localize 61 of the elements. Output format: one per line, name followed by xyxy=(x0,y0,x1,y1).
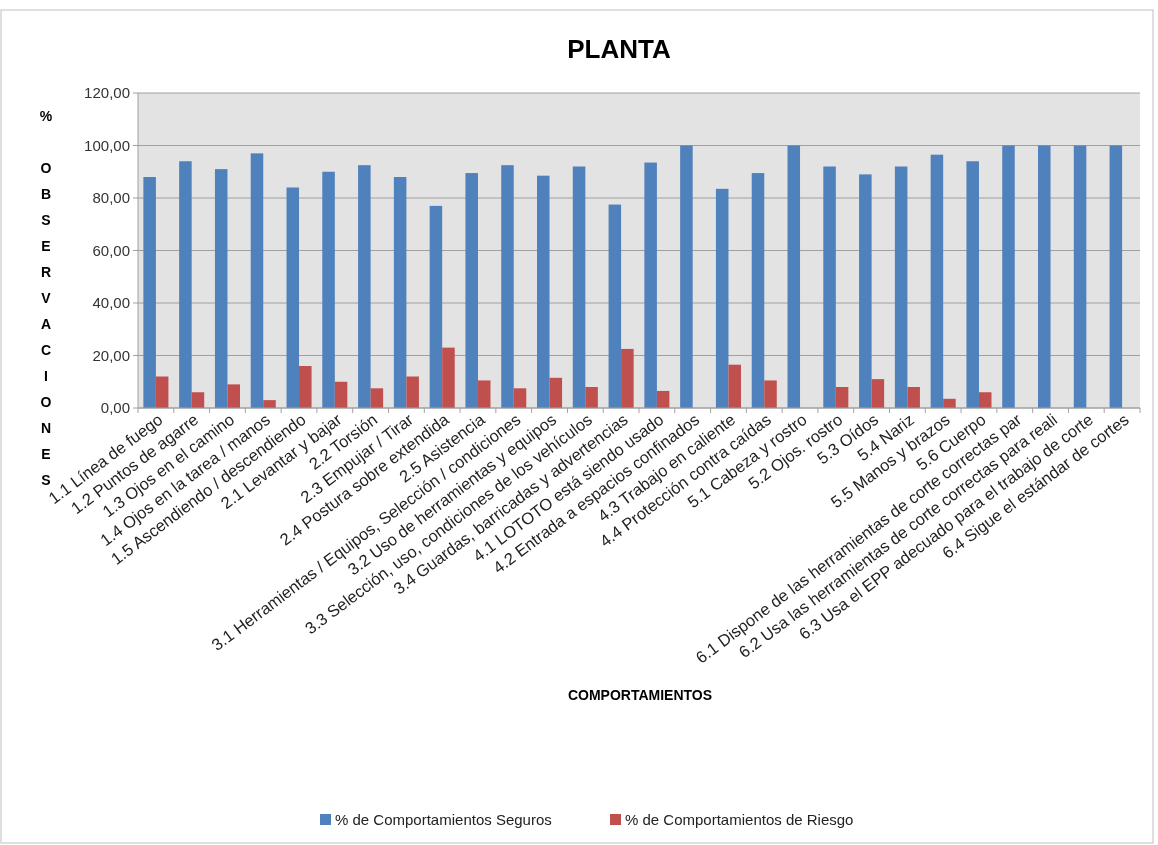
bar xyxy=(978,392,992,408)
bar xyxy=(155,376,169,408)
bar xyxy=(1109,145,1123,408)
bar xyxy=(227,384,240,408)
bar xyxy=(907,387,920,408)
bar xyxy=(680,145,693,408)
bar xyxy=(871,379,885,408)
bar xyxy=(501,165,514,408)
bar xyxy=(179,161,192,408)
bar xyxy=(1038,145,1051,408)
y-tick-label: 120,00 xyxy=(84,84,130,102)
bar xyxy=(585,387,598,408)
bar xyxy=(299,366,312,408)
bar xyxy=(442,347,455,408)
bar xyxy=(1073,145,1087,408)
bar xyxy=(715,188,729,408)
legend-label: % de Comportamientos Seguros xyxy=(335,811,552,829)
y-tick-label: 60,00 xyxy=(92,241,130,259)
bar xyxy=(465,173,478,408)
bar xyxy=(406,376,419,408)
y-tick-label: 40,00 xyxy=(92,294,130,312)
bar xyxy=(572,166,586,408)
bar xyxy=(358,165,371,408)
bar xyxy=(393,177,407,408)
y-tick-label: 80,00 xyxy=(92,189,130,207)
bar xyxy=(370,388,384,408)
bar xyxy=(930,154,944,408)
bar xyxy=(286,187,300,408)
chart-title: PLANTA xyxy=(567,34,671,64)
bar xyxy=(764,380,777,408)
bar xyxy=(787,145,801,408)
bar xyxy=(966,161,979,408)
bar xyxy=(621,348,634,408)
bar xyxy=(608,204,622,408)
bar xyxy=(728,364,741,408)
bar xyxy=(334,381,348,408)
bar xyxy=(751,173,765,408)
bar xyxy=(656,390,670,408)
bar xyxy=(823,166,836,408)
x-axis-title: COMPORTAMIENTOS xyxy=(567,687,713,703)
bar xyxy=(1002,145,1015,408)
bar xyxy=(644,162,657,408)
y-tick-label: 0,00 xyxy=(100,399,130,417)
bar xyxy=(429,205,443,408)
bar xyxy=(143,177,156,408)
bar xyxy=(943,398,956,408)
bar xyxy=(477,380,491,408)
bar xyxy=(549,377,563,408)
bar xyxy=(214,169,228,408)
bar xyxy=(537,175,550,408)
bar xyxy=(250,153,264,408)
bar xyxy=(835,387,849,408)
bar xyxy=(859,174,872,408)
bar xyxy=(513,388,527,408)
bar xyxy=(322,171,335,408)
legend-label: % de Comportamientos de Riesgo xyxy=(625,811,854,829)
y-tick-label: 20,00 xyxy=(92,346,130,364)
bar xyxy=(191,392,205,408)
bar xyxy=(263,400,276,408)
y-tick-label: 100,00 xyxy=(84,136,130,154)
bar xyxy=(894,166,908,408)
